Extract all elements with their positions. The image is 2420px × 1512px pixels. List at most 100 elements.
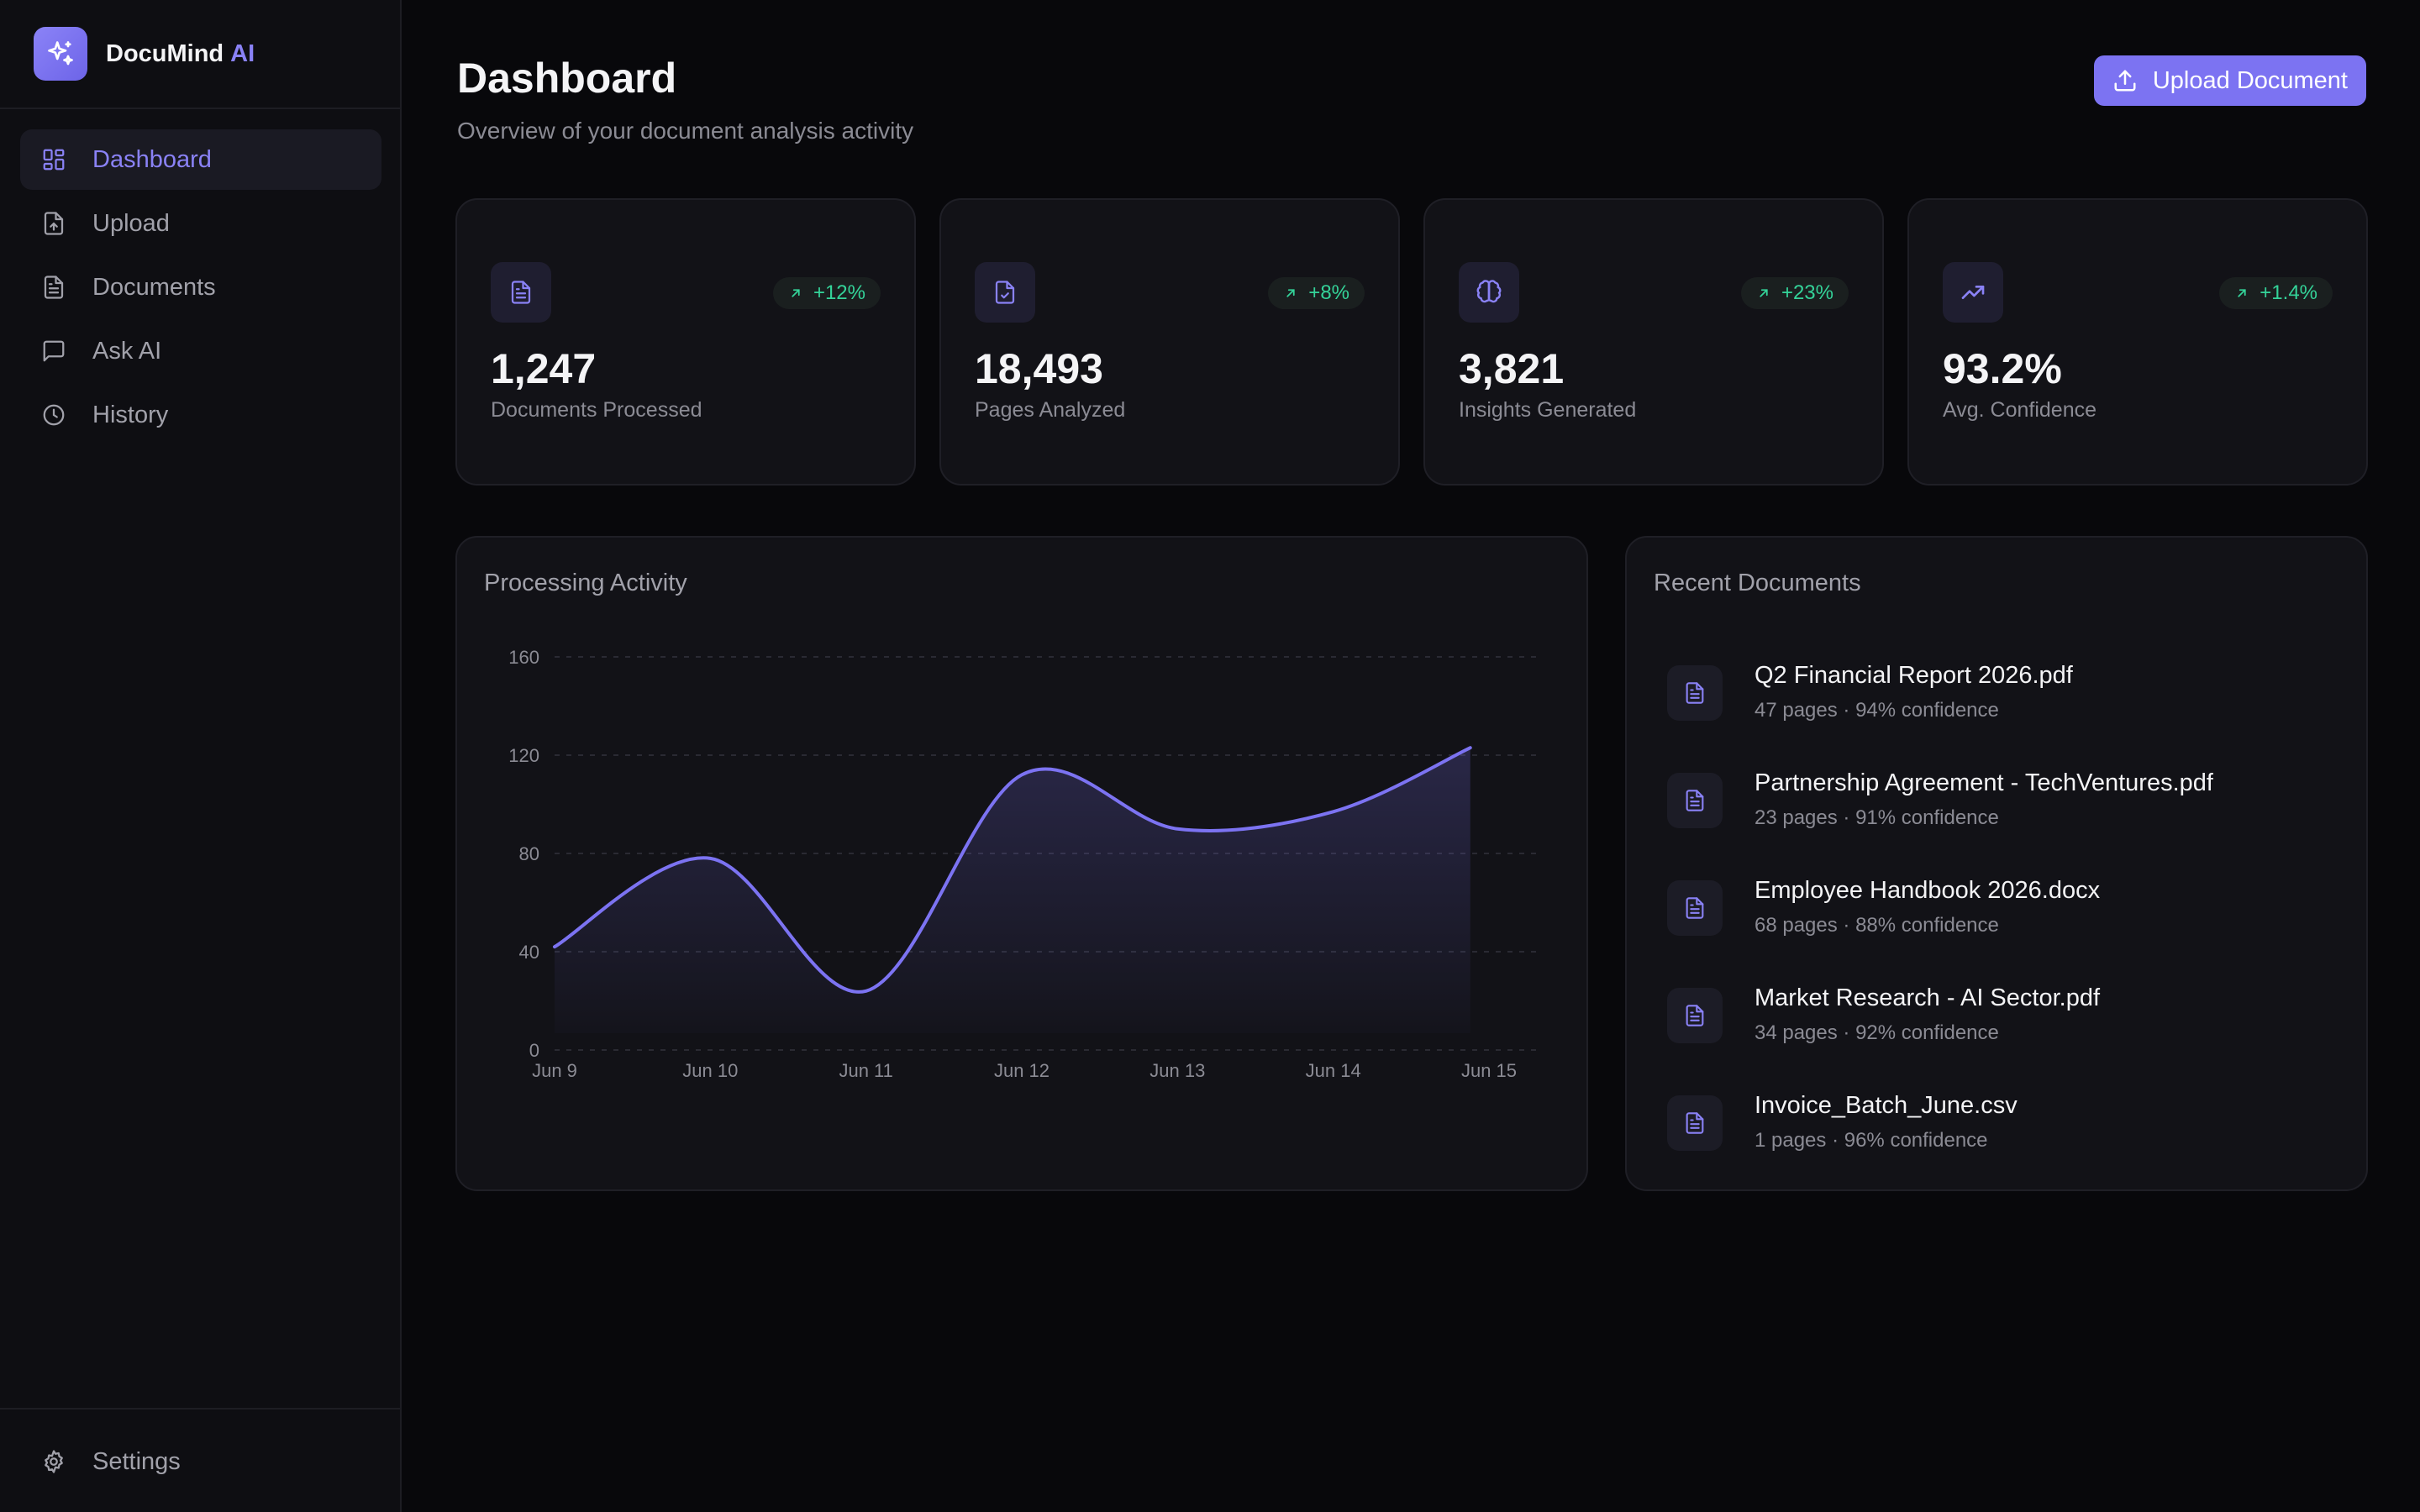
sidebar-item-upload[interactable]: Upload [20, 193, 381, 254]
trend-badge: +1.4% [2219, 277, 2333, 309]
brand: DocuMind AI [0, 0, 400, 109]
sidebar-item-label: Ask AI [92, 337, 162, 365]
y-tick-label: 40 [519, 942, 539, 963]
file-upload-icon [40, 210, 67, 237]
sparkles-icon [34, 27, 87, 81]
file-text-icon [1667, 880, 1723, 936]
brain-icon [1459, 262, 1519, 323]
stat-label: Insights Generated [1459, 398, 1637, 422]
file-text-icon [1667, 988, 1723, 1043]
file-text-icon [1667, 665, 1723, 721]
file-text-icon [1667, 1095, 1723, 1151]
sidebar-item-documents[interactable]: Documents [20, 257, 381, 318]
stat-label: Documents Processed [491, 398, 702, 422]
y-tick-label: 0 [529, 1040, 539, 1061]
stat-card-pages: +8% 18,493 Pages Analyzed [939, 198, 1400, 486]
sidebar-item-label: Documents [92, 273, 216, 301]
processing-activity-chart: 0 40 80 120 160 Jun 9 Jun 10 Jun 11 Jun 12 Jun 13… [508, 647, 1539, 1081]
sidebar-item-dashboard[interactable]: Dashboard [20, 129, 381, 190]
brand-suffix: AI [230, 39, 255, 67]
sidebar: DocuMind AI Dashboard [0, 0, 402, 1512]
list-item[interactable]: Q2 Financial Report 2026.pdf 47 pages · … [1667, 659, 2339, 766]
document-meta: 68 pages · 88% confidence [1754, 914, 1999, 937]
stat-value: 1,247 [491, 345, 597, 392]
document-name: Q2 Financial Report 2026.pdf [1754, 662, 2073, 689]
layout-grid-icon [40, 146, 67, 173]
upload-button-label: Upload Document [2152, 66, 2348, 94]
recent-documents-card: Recent Documents Q2 Financial Report 202… [1625, 536, 2368, 1191]
trend-badge: +12% [772, 277, 881, 309]
stat-value: 3,821 [1459, 345, 1565, 392]
document-name: Employee Handbook 2026.docx [1754, 877, 2101, 904]
document-meta: 34 pages · 92% confidence [1754, 1021, 1999, 1044]
document-meta: 1 pages · 96% confidence [1754, 1129, 1988, 1152]
sidebar-item-settings[interactable]: Settings [20, 1431, 381, 1492]
main-content: Dashboard Overview of your document anal… [402, 0, 2420, 1512]
x-tick-label: Jun 10 [682, 1060, 738, 1081]
stats-row: +12% 1,247 Documents Processed +8% 18,49… [455, 198, 2368, 486]
list-item[interactable]: Employee Handbook 2026.docx 68 pages · 8… [1667, 874, 2339, 981]
list-item[interactable]: Market Research - AI Sector.pdf 34 pages… [1667, 981, 2339, 1089]
document-meta: 23 pages · 91% confidence [1754, 806, 1999, 829]
arrow-up-right-icon [1760, 289, 1768, 297]
upload-icon [2114, 70, 2136, 92]
processing-activity-card: Processing Activity 0 40 80 120 160 Jun 9 Jun … [455, 536, 1588, 1191]
stat-label: Pages Analyzed [975, 398, 1126, 422]
series-area [555, 748, 1470, 1033]
sidebar-item-history[interactable]: History [20, 385, 381, 445]
recent-documents-title: Recent Documents [1654, 570, 1861, 596]
x-tick-label: Jun 14 [1306, 1060, 1361, 1081]
sidebar-item-ask-ai[interactable]: Ask AI [20, 321, 381, 381]
document-name: Invoice_Batch_June.csv [1754, 1092, 2018, 1119]
trend-value: +23% [1781, 281, 1833, 304]
x-tick-label: Jun 13 [1150, 1060, 1205, 1081]
sidebar-item-label: Upload [92, 209, 170, 237]
page-subtitle: Overview of your document analysis activ… [457, 118, 914, 144]
sidebar-nav: Dashboard Upload Documen [20, 129, 381, 449]
stat-card-confidence: +1.4% 93.2% Avg. Confidence [1907, 198, 2368, 486]
trend-badge: +8% [1268, 277, 1365, 309]
message-square-icon [40, 338, 67, 365]
stat-label: Avg. Confidence [1943, 398, 2096, 422]
trend-value: +12% [813, 281, 865, 304]
sidebar-item-label: Settings [92, 1447, 181, 1475]
document-name: Partnership Agreement - TechVentures.pdf [1754, 769, 2213, 796]
arrow-up-right-icon [792, 289, 800, 297]
gear-icon [40, 1448, 67, 1475]
trend-badge: +23% [1740, 277, 1849, 309]
file-text-icon [1667, 773, 1723, 828]
x-tick-label: Jun 9 [532, 1060, 577, 1081]
stat-value: 18,493 [975, 345, 1103, 392]
recent-documents-list: Q2 Financial Report 2026.pdf 47 pages · … [1667, 659, 2339, 1196]
stat-value: 93.2% [1943, 345, 2062, 392]
trend-value: +8% [1308, 281, 1349, 304]
upload-document-button[interactable]: Upload Document [2093, 55, 2366, 106]
chart-title: Processing Activity [484, 570, 687, 596]
arrow-up-right-icon [1286, 289, 1295, 297]
file-text-icon [491, 262, 551, 323]
document-meta: 47 pages · 94% confidence [1754, 699, 1999, 722]
list-item[interactable]: Partnership Agreement - TechVentures.pdf… [1667, 766, 2339, 874]
page-title: Dashboard [457, 55, 677, 102]
stat-card-insights: +23% 3,821 Insights Generated [1423, 198, 1884, 486]
sidebar-footer: Settings [0, 1408, 400, 1512]
arrow-up-right-icon [2238, 289, 2246, 297]
x-tick-label: Jun 12 [994, 1060, 1050, 1081]
x-tick-label: Jun 11 [839, 1060, 892, 1081]
y-tick-label: 160 [508, 647, 539, 668]
sidebar-item-label: History [92, 401, 169, 428]
trend-value: +1.4% [2260, 281, 2317, 304]
sidebar-item-label: Dashboard [92, 145, 212, 173]
y-tick-label: 120 [508, 745, 539, 766]
file-check-icon [975, 262, 1035, 323]
x-tick-label: Jun 15 [1461, 1060, 1517, 1081]
clock-icon [40, 402, 67, 428]
list-item[interactable]: Invoice_Batch_June.csv 1 pages · 96% con… [1667, 1089, 2339, 1196]
y-tick-label: 80 [519, 843, 539, 864]
brand-name: DocuMind [106, 39, 224, 67]
trending-up-icon [1943, 262, 2003, 323]
file-text-icon [40, 274, 67, 301]
document-name: Market Research - AI Sector.pdf [1754, 984, 2101, 1011]
stat-card-documents: +12% 1,247 Documents Processed [455, 198, 916, 486]
